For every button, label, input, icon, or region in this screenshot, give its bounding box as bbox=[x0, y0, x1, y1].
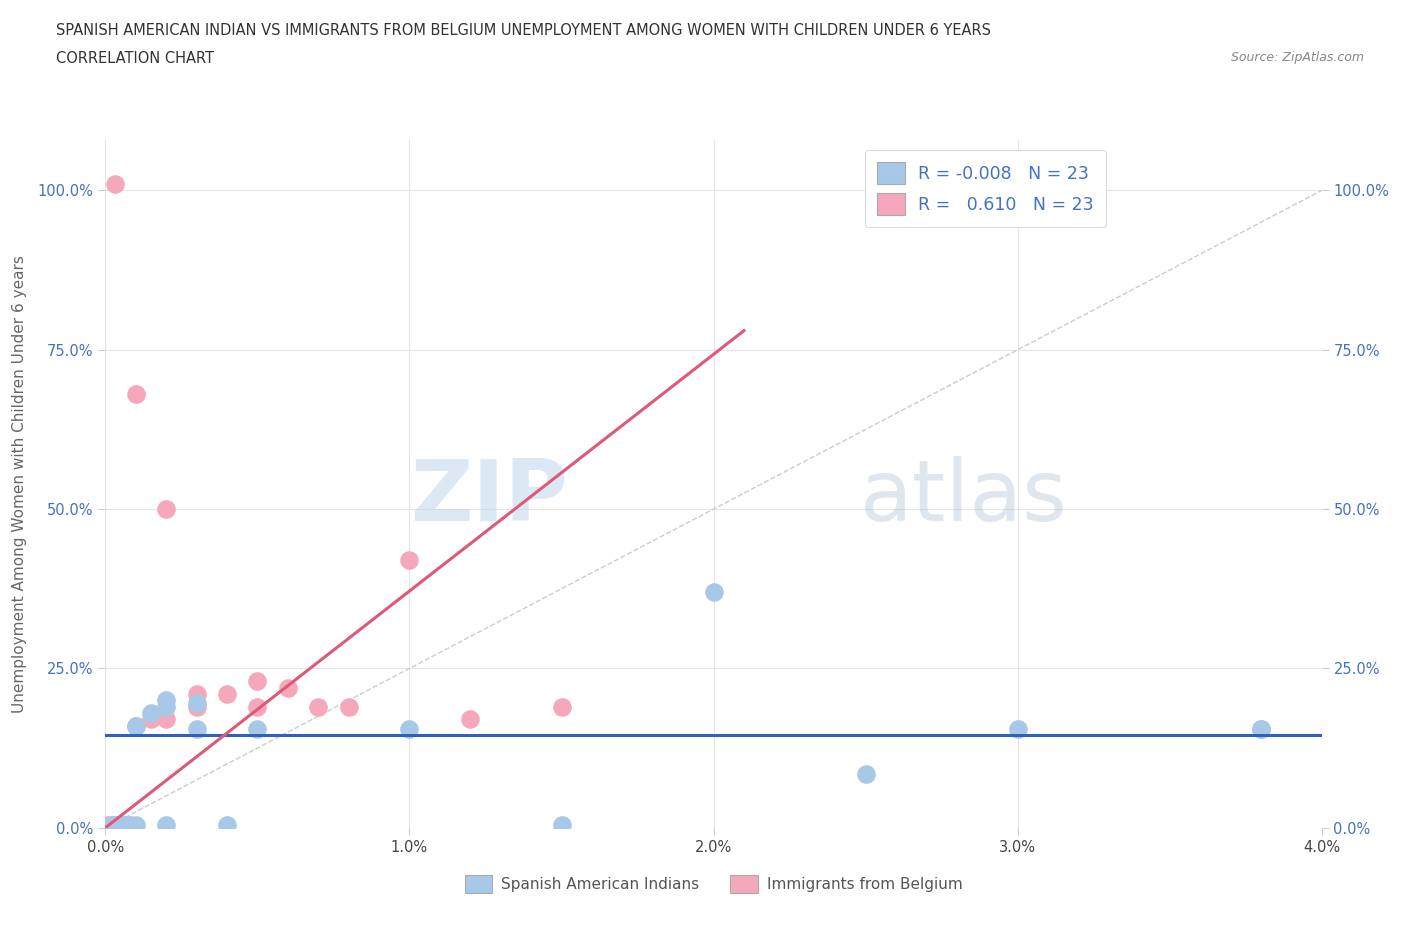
Point bbox=[107, 817, 129, 832]
Point bbox=[458, 712, 481, 727]
Point bbox=[125, 718, 148, 733]
Point bbox=[398, 722, 420, 737]
Point bbox=[139, 706, 162, 721]
Point bbox=[155, 501, 177, 516]
Text: atlas: atlas bbox=[859, 456, 1067, 538]
Point bbox=[103, 177, 125, 192]
Text: CORRELATION CHART: CORRELATION CHART bbox=[56, 51, 214, 66]
Point bbox=[246, 673, 269, 688]
Point bbox=[110, 817, 132, 832]
Point bbox=[112, 817, 135, 832]
Point bbox=[103, 817, 125, 832]
Point bbox=[125, 817, 148, 832]
Point bbox=[97, 817, 120, 832]
Point bbox=[277, 680, 299, 695]
Point bbox=[107, 817, 129, 832]
Point bbox=[702, 584, 725, 599]
Point bbox=[155, 712, 177, 727]
Text: ZIP: ZIP bbox=[411, 456, 568, 538]
Point bbox=[855, 766, 877, 781]
Point bbox=[112, 817, 135, 832]
Point bbox=[125, 387, 148, 402]
Point bbox=[550, 699, 572, 714]
Point bbox=[155, 699, 177, 714]
Point bbox=[186, 686, 208, 701]
Point bbox=[125, 718, 148, 733]
Point bbox=[1250, 722, 1272, 737]
Point bbox=[337, 699, 360, 714]
Point bbox=[118, 817, 141, 832]
Point bbox=[246, 699, 269, 714]
Point bbox=[118, 817, 141, 832]
Point bbox=[186, 722, 208, 737]
Point bbox=[110, 817, 132, 832]
Point bbox=[217, 817, 239, 832]
Legend: Spanish American Indians, Immigrants from Belgium: Spanish American Indians, Immigrants fro… bbox=[458, 870, 969, 899]
Text: Source: ZipAtlas.com: Source: ZipAtlas.com bbox=[1230, 51, 1364, 64]
Point bbox=[1007, 722, 1029, 737]
Point bbox=[100, 817, 122, 832]
Point bbox=[155, 817, 177, 832]
Point bbox=[246, 722, 269, 737]
Point bbox=[100, 817, 122, 832]
Point bbox=[550, 817, 572, 832]
Point bbox=[398, 552, 420, 567]
Point bbox=[307, 699, 329, 714]
Y-axis label: Unemployment Among Women with Children Under 6 years: Unemployment Among Women with Children U… bbox=[11, 255, 27, 712]
Text: SPANISH AMERICAN INDIAN VS IMMIGRANTS FROM BELGIUM UNEMPLOYMENT AMONG WOMEN WITH: SPANISH AMERICAN INDIAN VS IMMIGRANTS FR… bbox=[56, 23, 991, 38]
Point bbox=[1250, 722, 1272, 737]
Point bbox=[155, 693, 177, 708]
Point bbox=[186, 699, 208, 714]
Point bbox=[217, 686, 239, 701]
Point bbox=[186, 696, 208, 711]
Point bbox=[139, 712, 162, 727]
